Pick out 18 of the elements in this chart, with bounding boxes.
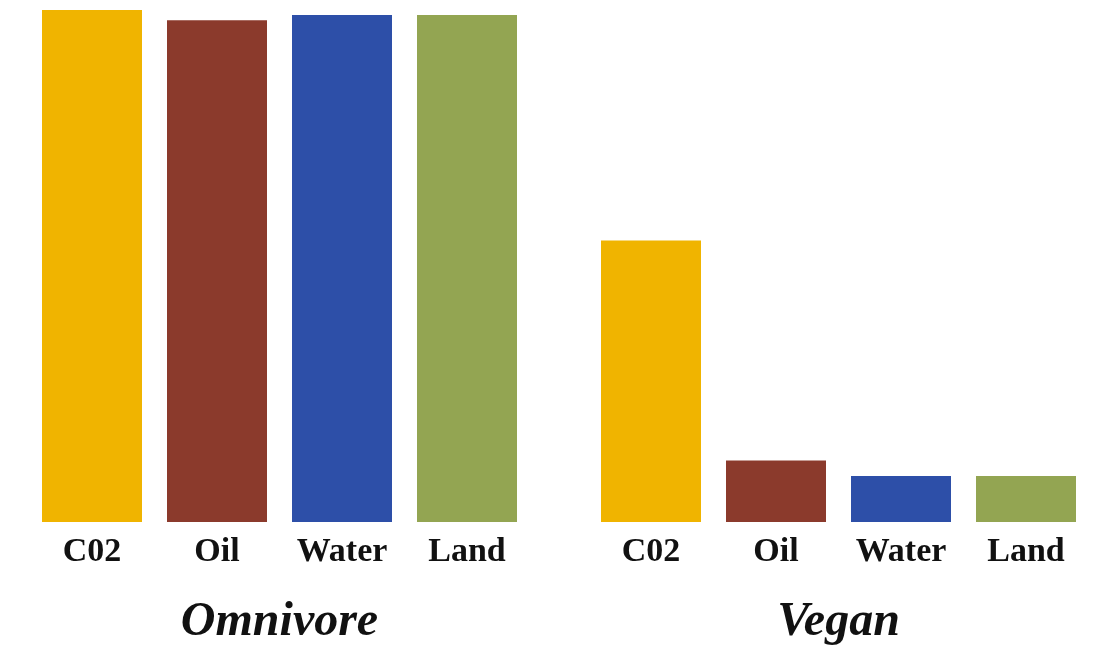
x-tick-label: Omnivore	[180, 591, 379, 645]
bar	[726, 460, 826, 522]
text: Water	[855, 530, 947, 568]
series-label: Water	[296, 530, 388, 568]
text: Land	[987, 530, 1065, 568]
series-label: Land	[428, 530, 506, 568]
bar	[601, 240, 701, 522]
bar	[292, 15, 392, 522]
bar	[851, 475, 951, 522]
text: Oil	[753, 530, 799, 568]
bar	[417, 15, 517, 522]
series-label: Oil	[194, 530, 240, 568]
bar	[167, 20, 267, 522]
series-label: C02	[62, 530, 122, 568]
x-tick-label: Vegan	[777, 591, 900, 645]
bar	[976, 475, 1076, 522]
bar	[42, 10, 142, 522]
text: C02	[621, 530, 681, 568]
